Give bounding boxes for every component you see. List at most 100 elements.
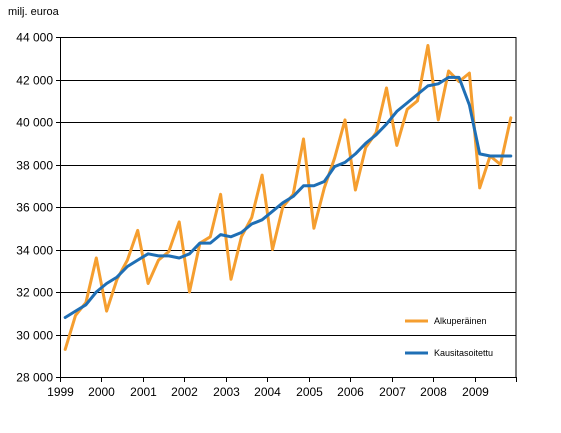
data-point-alkuperainen xyxy=(406,108,408,110)
x-tick-label: 2009 xyxy=(462,385,489,399)
data-point-kausitasoitettu xyxy=(126,265,128,268)
data-point-kausitasoitettu xyxy=(251,223,253,225)
data-point-kausitasoitettu xyxy=(240,231,242,234)
y-tick-label: 36 000 xyxy=(16,201,53,215)
data-point-alkuperainen xyxy=(416,100,419,102)
y-tick-label: 42 000 xyxy=(16,74,53,88)
gridlines xyxy=(60,37,516,336)
data-point-alkuperainen xyxy=(479,187,481,189)
data-point-alkuperainen xyxy=(126,259,128,261)
x-tick-label: 2000 xyxy=(88,385,115,399)
data-point-alkuperainen xyxy=(209,236,211,238)
y-tick-label: 32 000 xyxy=(16,286,53,300)
data-point-alkuperainen xyxy=(396,144,398,146)
data-point-kausitasoitettu xyxy=(137,259,139,261)
data-point-kausitasoitettu xyxy=(292,195,294,197)
data-point-kausitasoitettu xyxy=(479,153,481,155)
data-point-kausitasoitettu xyxy=(302,185,305,187)
data-point-alkuperainen xyxy=(147,282,149,285)
x-tick-label: 2001 xyxy=(130,385,157,399)
data-point-alkuperainen xyxy=(334,157,336,159)
data-point-alkuperainen xyxy=(168,251,170,253)
data-point-kausitasoitettu xyxy=(396,110,398,112)
data-point-kausitasoitettu xyxy=(220,234,222,236)
data-point-alkuperainen xyxy=(137,229,139,231)
data-point-alkuperainen xyxy=(510,117,512,119)
series-lines xyxy=(63,44,513,351)
data-point-kausitasoitettu xyxy=(85,304,87,306)
data-point-alkuperainen xyxy=(354,189,356,191)
data-point-kausitasoitettu xyxy=(365,142,367,144)
legend-label-alkuperainen: Alkuperäinen xyxy=(434,316,487,326)
data-point-kausitasoitettu xyxy=(178,257,180,259)
axes xyxy=(60,37,517,378)
data-point-kausitasoitettu xyxy=(334,166,336,168)
data-point-kausitasoitettu xyxy=(313,185,315,187)
data-point-kausitasoitettu xyxy=(188,253,191,255)
data-point-alkuperainen xyxy=(64,348,66,350)
data-point-alkuperainen xyxy=(188,291,191,293)
y-axis-ticks: 28 000 30 000 32 000 34 000 36 000 38 000 40 0… xyxy=(16,31,60,385)
data-point-kausitasoitettu xyxy=(282,202,284,204)
x-tick-label: 2003 xyxy=(213,385,240,399)
data-point-alkuperainen xyxy=(365,146,367,149)
data-point-kausitasoitettu xyxy=(354,153,356,155)
data-point-kausitasoitettu xyxy=(427,85,429,87)
data-point-alkuperainen xyxy=(95,257,97,259)
data-point-alkuperainen xyxy=(282,206,284,208)
data-point-kausitasoitettu xyxy=(74,310,77,312)
data-point-kausitasoitettu xyxy=(458,76,460,78)
y-tick-label: 30 000 xyxy=(16,329,53,343)
data-point-alkuperainen xyxy=(437,119,439,121)
data-point-kausitasoitettu xyxy=(385,123,388,125)
data-point-kausitasoitettu xyxy=(64,316,66,319)
data-point-kausitasoitettu xyxy=(468,104,470,106)
data-point-alkuperainen xyxy=(427,44,429,47)
x-axis-ticks: 1999 2000 2001 2002 2003 2004 2005 2006 2007 2008… xyxy=(47,377,517,399)
data-point-alkuperainen xyxy=(74,314,77,316)
data-point-alkuperainen xyxy=(323,187,325,189)
data-point-alkuperainen xyxy=(271,248,274,251)
data-point-kausitasoitettu xyxy=(168,255,170,257)
data-point-kausitasoitettu xyxy=(437,83,439,85)
data-point-kausitasoitettu xyxy=(230,236,232,238)
data-point-kausitasoitettu xyxy=(406,102,408,104)
data-point-alkuperainen xyxy=(385,87,388,89)
unit-label: milj. euroa xyxy=(8,6,60,18)
data-point-kausitasoitettu xyxy=(375,134,377,136)
x-tick-label: 2005 xyxy=(296,385,323,399)
x-tick-label: 2008 xyxy=(420,385,447,399)
data-point-kausitasoitettu xyxy=(261,219,263,221)
y-tick-label: 40 000 xyxy=(16,116,53,130)
data-point-alkuperainen xyxy=(251,217,253,219)
data-point-kausitasoitettu xyxy=(106,282,108,285)
legend: Alkuperäinen Kausitasoitettu xyxy=(405,316,493,358)
data-point-alkuperainen xyxy=(230,278,232,280)
data-point-alkuperainen xyxy=(240,236,242,238)
data-point-alkuperainen xyxy=(448,70,450,72)
data-point-kausitasoitettu xyxy=(499,155,502,157)
data-point-alkuperainen xyxy=(499,163,502,166)
data-point-alkuperainen xyxy=(261,174,263,176)
data-point-alkuperainen xyxy=(106,310,108,312)
x-tick-label: 2006 xyxy=(337,385,364,399)
data-point-kausitasoitettu xyxy=(323,180,325,183)
y-tick-label: 34 000 xyxy=(16,244,53,258)
data-point-kausitasoitettu xyxy=(199,242,201,244)
data-point-alkuperainen xyxy=(468,72,470,74)
y-tick-label: 44 000 xyxy=(16,31,53,45)
data-point-alkuperainen xyxy=(178,221,180,223)
legend-label-kausitasoitettu: Kausitasoitettu xyxy=(434,348,493,358)
data-point-kausitasoitettu xyxy=(147,253,149,255)
data-point-alkuperainen xyxy=(313,227,315,229)
data-point-kausitasoitettu xyxy=(344,161,346,163)
series-line-kausitasoitettu xyxy=(63,75,513,319)
data-point-kausitasoitettu xyxy=(95,291,97,293)
data-point-kausitasoitettu xyxy=(510,155,512,157)
data-point-alkuperainen xyxy=(344,119,346,121)
series-line-alkuperainen xyxy=(63,44,513,351)
data-point-kausitasoitettu xyxy=(116,276,118,278)
x-tick-label: 2007 xyxy=(379,385,406,399)
data-point-kausitasoitettu xyxy=(271,210,274,212)
